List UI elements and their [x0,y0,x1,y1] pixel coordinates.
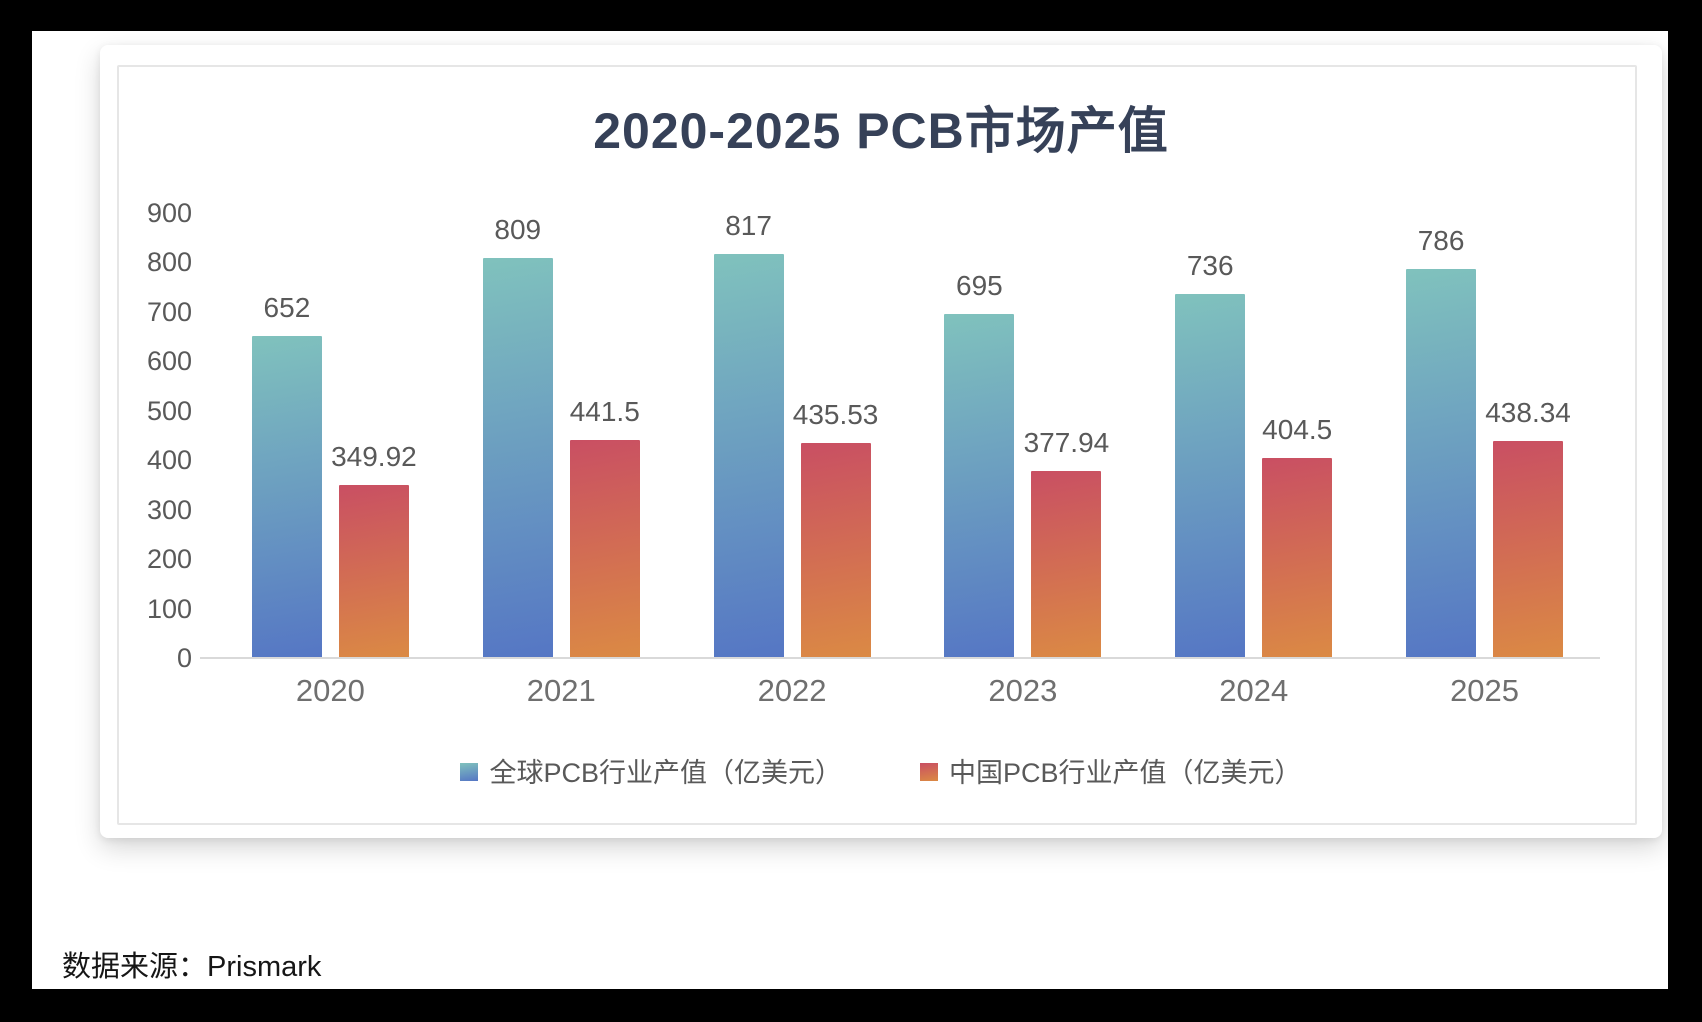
bar-china-2025: 438.34 [1485,397,1571,658]
y-tick-label: 700 [146,296,192,327]
bar-china-2020: 349.92 [331,441,417,658]
bar-global-2023: 695 [944,270,1015,658]
x-tick-label-2020: 2020 [295,673,365,708]
chart-card: 2020-2025 PCB市场产值 0 100 200 300 400 500 600 700… [100,45,1662,838]
y-tick-label: 900 [146,198,192,228]
bar-china-2023: 377.94 [1024,427,1109,658]
bar-china-2021: 441.5 [570,396,640,658]
bar-value-label-global-2024: 736 [1186,250,1234,282]
bar-global-2022: 817 [713,210,784,658]
legend-label-china: 中国PCB行业产值（亿美元） [949,758,1302,788]
y-tick-label: 800 [146,247,192,278]
bar-value-label-china-2023: 377.94 [1023,427,1110,459]
bar-value-label-china-2020: 349.92 [331,440,417,472]
bar-value-label-china-2022: 435.53 [792,398,879,430]
bar-group-2025: 786 438.34 [1369,213,1600,658]
bar-value-label-global-2023: 695 [956,270,1003,302]
source-note: 数据来源：Prismark [62,951,322,983]
y-axis-labels: 0 100 200 300 400 500 600 700 800 900 [120,198,192,673]
y-tick-label: 400 [146,445,192,476]
bar-value-label-global-2021: 809 [494,214,542,245]
bar-global-2021: 809 [482,214,553,658]
x-axis-labels: 2020 2021 2022 2023 2024 2025 [215,673,1600,709]
bar-group-2021: 809 441.5 [446,213,677,658]
y-tick-label: 100 [146,593,192,624]
bar-value-label-global-2022: 817 [725,210,772,242]
x-tick-label-2022: 2022 [757,673,827,708]
plot-area: 652 349.92 809 441.5 817 435.53 695 377.94 736 40… [215,210,1600,658]
bar-group-2020: 652 349.92 [215,213,446,658]
legend-label-global: 全球PCB行业产值（亿美元） [489,758,842,788]
bar-value-label-global-2025: 786 [1417,225,1465,257]
x-tick-label-2023: 2023 [988,673,1058,708]
bar-group-2022: 817 435.53 [677,210,908,658]
bar-global-2024: 736 [1175,250,1246,658]
legend-swatch-china [920,762,938,781]
bar-group-2023: 695 377.94 [907,213,1138,658]
bar-global-2025: 786 [1406,225,1477,658]
y-tick-label: 300 [146,494,192,525]
bar-value-label-china-2025: 438.34 [1485,397,1571,429]
x-tick-label-2021: 2021 [526,673,596,708]
y-tick-label: 0 [176,643,192,673]
y-tick-label: 200 [146,544,192,575]
bar-china-2024: 404.5 [1262,414,1332,658]
bar-value-label-china-2021: 441.5 [569,395,640,427]
y-tick-label: 600 [146,346,192,377]
legend-entry-china: 中国PCB行业产值（亿美元） [920,751,1302,790]
bar-value-label-global-2020: 652 [263,291,311,323]
x-axis-line [200,657,1600,659]
page-background: 2020-2025 PCB市场产值 0 100 200 300 400 500 600 700… [32,31,1668,989]
bar-china-2022: 435.53 [793,399,878,658]
x-tick-label-2025: 2025 [1450,673,1520,708]
bar-global-2020: 652 [251,292,322,658]
plot-frame [117,65,1637,825]
bar-value-label-china-2024: 404.5 [1262,414,1333,445]
legend-swatch-global [460,762,479,781]
chart-legend: 全球PCB行业产值（亿美元） 中国PCB行业产值（亿美元） [100,751,1662,790]
bar-group-2024: 736 404.5 [1138,213,1369,658]
y-tick-label: 500 [146,395,192,426]
x-tick-label-2024: 2024 [1219,673,1289,708]
legend-entry-global: 全球PCB行业产值（亿美元） [460,751,842,790]
chart-title: 2020-2025 PCB市场产值 [593,103,1169,159]
